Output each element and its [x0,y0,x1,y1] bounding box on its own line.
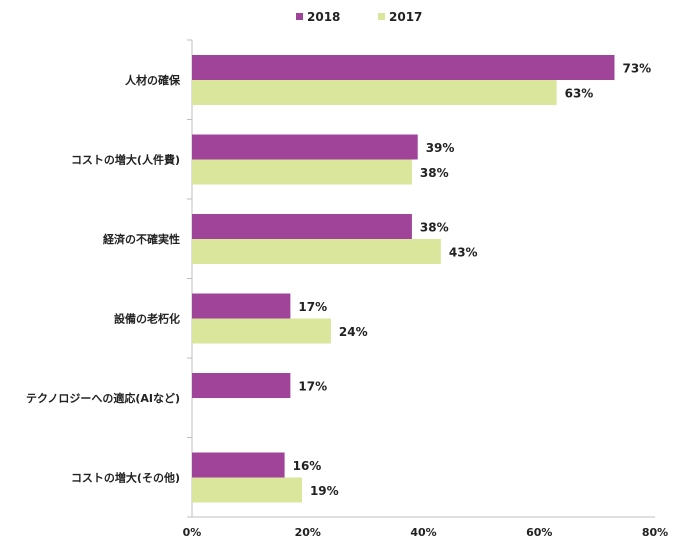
data-label: 17% [298,380,327,394]
category-label: 人材の確保 [125,73,181,87]
x-tick-labels: 0% 20% 40% 60% 80% [183,526,669,539]
legend: 2018 2017 [296,10,422,24]
legend-swatch-2017 [378,13,385,20]
data-label: 38% [420,166,449,180]
data-label: 39% [426,141,455,155]
x-tick-label: 60% [526,526,552,539]
bar-2017 [192,477,302,503]
bar-2018 [192,55,615,80]
bar-2018 [192,293,291,319]
x-tick-label: 80% [642,526,668,539]
bar-2018 [192,134,418,160]
data-label: 17% [298,300,327,314]
bars: 73%39%38%17%17%16%63%38%43%24%19% [192,55,651,503]
bar-2018 [192,452,285,478]
data-label: 43% [449,246,478,260]
legend-label-2018: 2018 [307,10,340,24]
category-label: 経済の不確実性 [103,232,180,246]
data-label: 24% [339,325,368,339]
bar-2017 [192,318,331,344]
category-label: コストの増大(その他) [71,471,180,485]
bar-2017 [192,159,412,185]
category-label: 設備の老朽化 [114,312,180,326]
legend-swatch-2018 [296,13,303,20]
category-label: コストの増大(人件費) [71,153,180,167]
data-label: 38% [420,221,449,235]
x-tick-label: 0% [183,526,202,539]
data-label: 16% [293,459,322,473]
legend-label-2017: 2017 [389,10,422,24]
category-label: テクノロジーへの適応(AIなど) [26,391,180,405]
data-label: 19% [310,484,339,498]
bar-2017 [192,239,441,264]
bar-2018 [192,373,291,398]
data-label: 63% [565,87,594,101]
data-label: 73% [622,62,651,76]
x-tick-label: 40% [410,526,436,539]
bar-2017 [192,80,557,105]
axis [187,39,655,518]
bar-2018 [192,214,412,239]
x-tick-label: 20% [295,526,321,539]
